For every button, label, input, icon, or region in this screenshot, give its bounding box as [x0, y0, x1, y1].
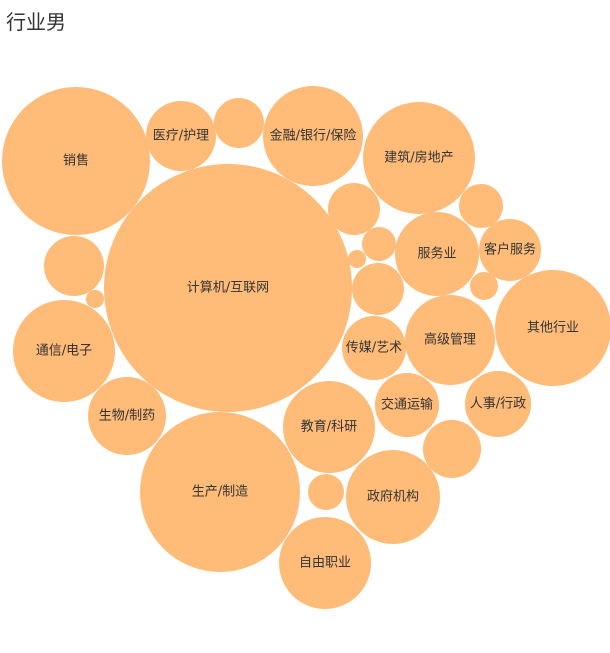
bubble-circle	[140, 412, 300, 572]
bubble-label: 通信/电子	[36, 344, 92, 359]
bubble-circle	[342, 316, 406, 380]
bubble-label: 高级管理	[424, 332, 476, 348]
chart-title: 行业男	[6, 10, 66, 34]
bubble	[459, 184, 503, 228]
bubble-circle	[283, 381, 375, 473]
bubble-circle	[88, 377, 166, 455]
bubble-circle	[363, 102, 475, 214]
bubble-circle	[459, 184, 503, 228]
bubble-label: 生产/制造	[192, 485, 248, 500]
bubble-circle	[346, 450, 440, 544]
bubble: 自由职业	[279, 517, 371, 609]
bubble-circle	[395, 212, 479, 296]
bubble-circle	[465, 371, 531, 437]
bubble-label: 教育/科研	[301, 419, 357, 435]
bubble-label: 其他行业	[527, 321, 579, 336]
bubble: 销售	[2, 87, 150, 235]
bubble-circle	[470, 272, 498, 300]
bubble	[86, 290, 104, 308]
bubble: 其他行业	[495, 270, 610, 386]
bubble	[362, 227, 396, 261]
bubble-circle	[479, 219, 541, 281]
bubble-label: 交通运输	[381, 397, 433, 413]
bubble	[423, 420, 481, 478]
bubble: 金融/银行/保险	[263, 86, 363, 186]
bubble-label: 金融/银行/保险	[270, 128, 357, 144]
bubble: 人事/行政	[465, 371, 531, 437]
bubble	[470, 272, 498, 300]
bubble: 建筑/房地产	[363, 102, 475, 214]
bubble-circle	[375, 373, 439, 437]
bubble: 交通运输	[375, 373, 439, 437]
bubble-label: 建筑/房地产	[384, 150, 453, 166]
bubble	[308, 474, 344, 510]
bubble-label: 销售	[63, 153, 89, 169]
bubble-circle	[328, 183, 380, 235]
bubble-circle	[2, 87, 150, 235]
bubble-circle	[279, 517, 371, 609]
bubble-circle	[13, 300, 115, 402]
bubble	[348, 250, 366, 268]
bubble-circle	[308, 474, 344, 510]
bubble: 计算机/互联网	[104, 164, 352, 412]
bubble-circle	[352, 263, 404, 315]
bubble-label: 服务业	[417, 246, 456, 262]
bubble: 政府机构	[346, 450, 440, 544]
bubble: 医疗/护理	[146, 101, 216, 171]
bubble-circle	[104, 164, 352, 412]
bubble-label: 政府机构	[367, 490, 419, 505]
bubble: 教育/科研	[283, 381, 375, 473]
bubble: 客户服务	[479, 219, 541, 281]
bubble-circle	[362, 227, 396, 261]
bubble-label: 计算机/互联网	[187, 281, 269, 296]
bubble: 通信/电子	[13, 300, 115, 402]
bubble: 生产/制造	[140, 412, 300, 572]
bubble-label: 生物/制药	[99, 409, 155, 424]
bubble-label: 自由职业	[299, 556, 351, 571]
bubble-circle	[348, 250, 366, 268]
bubble: 服务业	[395, 212, 479, 296]
bubble-circle	[405, 295, 495, 385]
bubble-label: 传媒/艺术	[346, 341, 402, 356]
bubble: 传媒/艺术	[342, 316, 406, 380]
bubble	[214, 98, 264, 148]
bubble-circle	[263, 86, 363, 186]
bubble-label: 客户服务	[484, 242, 536, 258]
bubble-circle	[423, 420, 481, 478]
bubble-label: 医疗/护理	[153, 129, 209, 144]
bubble-circle	[214, 98, 264, 148]
bubble	[328, 183, 380, 235]
bubble-circle	[44, 236, 104, 296]
bubble	[44, 236, 104, 296]
bubble	[352, 263, 404, 315]
bubble-label: 人事/行政	[470, 397, 526, 412]
bubble: 生物/制药	[88, 377, 166, 455]
bubble-circle	[146, 101, 216, 171]
bubble-circle	[495, 270, 610, 386]
bubble: 高级管理	[405, 295, 495, 385]
bubble-circle	[86, 290, 104, 308]
